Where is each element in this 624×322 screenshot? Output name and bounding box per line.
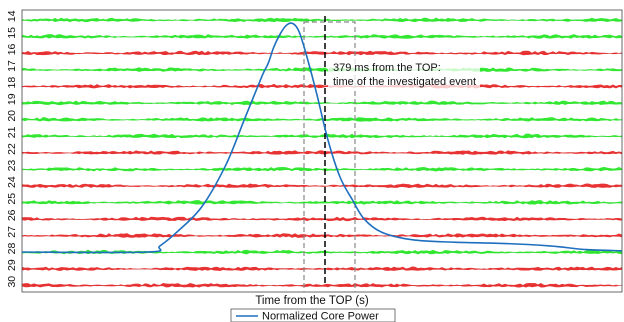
y-tick-label: 16 <box>6 43 18 55</box>
annotation-background <box>328 58 480 90</box>
y-tick-label: 29 <box>6 259 18 271</box>
y-tick-label: 23 <box>6 160 18 172</box>
y-tick-label: 21 <box>6 126 18 138</box>
y-tick-label: 20 <box>6 110 18 122</box>
channel-trace-19 <box>22 100 622 106</box>
channel-trace-15 <box>22 34 622 39</box>
y-tick-label: 26 <box>6 209 18 221</box>
channel-trace-14 <box>22 17 622 23</box>
y-tick-label: 14 <box>6 10 18 22</box>
event-annotation: 379 ms from the TOP: time of the investi… <box>328 58 480 90</box>
channel-trace-29 <box>22 266 622 271</box>
event-window-box <box>303 21 356 293</box>
series-line-normalized-core-power <box>21 22 623 254</box>
channel-trace-16 <box>22 50 622 56</box>
y-tick-label: 25 <box>6 193 18 205</box>
y-tick-label: 30 <box>6 276 18 288</box>
y-tick-label: 15 <box>6 27 18 39</box>
channel-trace-26 <box>22 216 622 222</box>
channel-trace-21 <box>22 133 622 139</box>
y-tick-label: 22 <box>6 143 18 155</box>
channel-traces <box>22 17 622 288</box>
channel-trace-27 <box>22 233 622 238</box>
channel-trace-22 <box>22 150 622 155</box>
y-tick-label: 19 <box>6 93 18 105</box>
channel-trace-30 <box>22 282 622 288</box>
annotation-line-2: time of the investigated event <box>333 76 476 88</box>
channel-trace-28 <box>22 249 622 255</box>
legend-entry-normalized-core-power: Normalized Core Power <box>262 311 379 322</box>
channel-trace-17 <box>22 67 622 72</box>
y-tick-label: 24 <box>6 176 18 188</box>
channel-trace-24 <box>22 183 622 189</box>
x-axis-label: Time from the TOP (s) <box>255 295 368 307</box>
y-tick-labels: 14 15 16 17 18 19 20 21 22 23 24 25 26 27 28 29 30 <box>6 10 18 287</box>
y-tick-label: 27 <box>6 226 18 238</box>
channel-trace-18 <box>22 83 622 89</box>
channel-trace-23 <box>22 166 622 172</box>
y-tick-label: 18 <box>6 77 18 89</box>
y-tick-label: 28 <box>6 243 18 255</box>
y-tick-label: 17 <box>6 60 18 72</box>
legend-box <box>230 308 396 322</box>
legend: Normalized Core Power <box>230 308 396 322</box>
channel-trace-25 <box>22 200 622 205</box>
annotation-line-1: 379 ms from the TOP: <box>333 62 441 74</box>
